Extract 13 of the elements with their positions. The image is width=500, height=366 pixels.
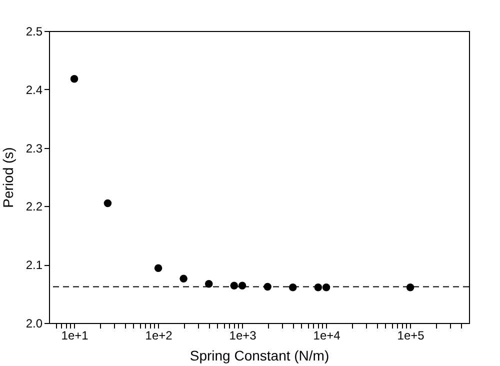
y-tick-label: 2.2 <box>26 200 43 214</box>
y-axis-title: Period (s) <box>0 147 16 208</box>
x-tick-label: 1e+1 <box>61 328 89 342</box>
x-axis-title: Spring Constant (N/m) <box>190 348 330 364</box>
y-tick-label: 2.3 <box>26 141 43 156</box>
x-tick-label: 1e+4 <box>313 328 341 342</box>
x-tick-label: 1e+3 <box>229 328 257 342</box>
y-tick-label: 2.4 <box>26 82 43 97</box>
x-tick-label: 1e+5 <box>397 328 425 342</box>
y-tick-label: 2.0 <box>26 316 43 330</box>
y-tick-label: 2.5 <box>26 24 43 38</box>
x-tick-label: 1e+2 <box>145 328 173 342</box>
y-tick-label: 2.1 <box>26 258 43 272</box>
